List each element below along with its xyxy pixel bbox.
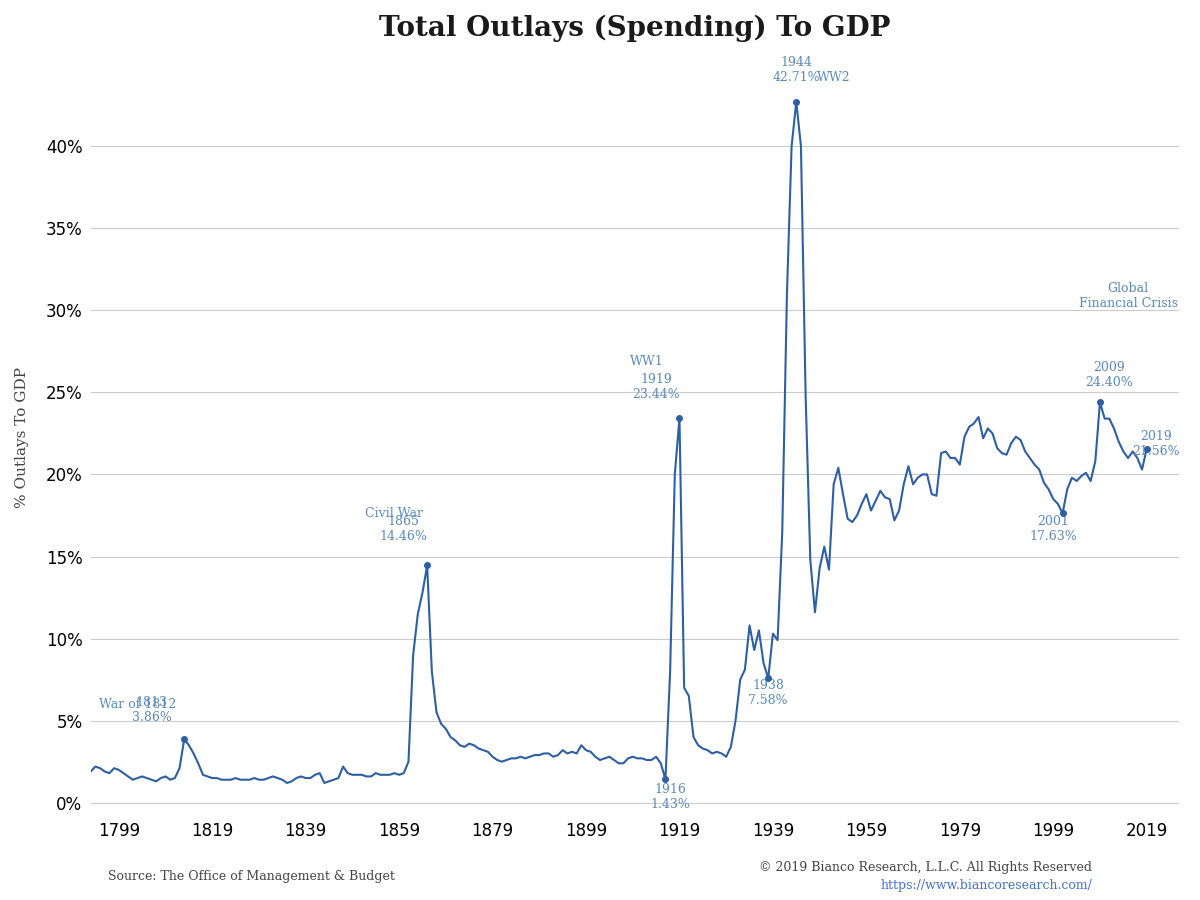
Text: 2019
21.56%: 2019 21.56% [1133,430,1180,458]
Text: 1938
7.58%: 1938 7.58% [749,680,788,707]
Text: 1865
14.46%: 1865 14.46% [380,516,427,544]
Text: https://www.biancoresearch.com/: https://www.biancoresearch.com/ [880,879,1092,892]
Title: Total Outlays (Spending) To GDP: Total Outlays (Spending) To GDP [379,15,890,42]
Text: 1813
3.86%: 1813 3.86% [132,696,172,724]
Text: © 2019 Bianco Research, L.L.C. All Rights Reserved: © 2019 Bianco Research, L.L.C. All Right… [760,861,1092,874]
Text: WW2: WW2 [817,71,851,84]
Text: 1944
42.71%: 1944 42.71% [773,56,820,84]
Text: WW1: WW1 [630,355,664,368]
Text: Source: The Office of Management & Budget: Source: The Office of Management & Budge… [108,870,395,883]
Y-axis label: % Outlays To GDP: % Outlays To GDP [16,367,29,508]
Text: Civil War: Civil War [366,508,424,520]
Text: 2009
24.40%: 2009 24.40% [1086,361,1133,389]
Text: 2001
17.63%: 2001 17.63% [1030,516,1078,544]
Text: 1919
23.44%: 1919 23.44% [632,373,680,400]
Text: War of 1812: War of 1812 [98,698,176,711]
Text: 1916
1.43%: 1916 1.43% [650,783,690,811]
Text: Global
Financial Crisis: Global Financial Crisis [1079,283,1177,310]
